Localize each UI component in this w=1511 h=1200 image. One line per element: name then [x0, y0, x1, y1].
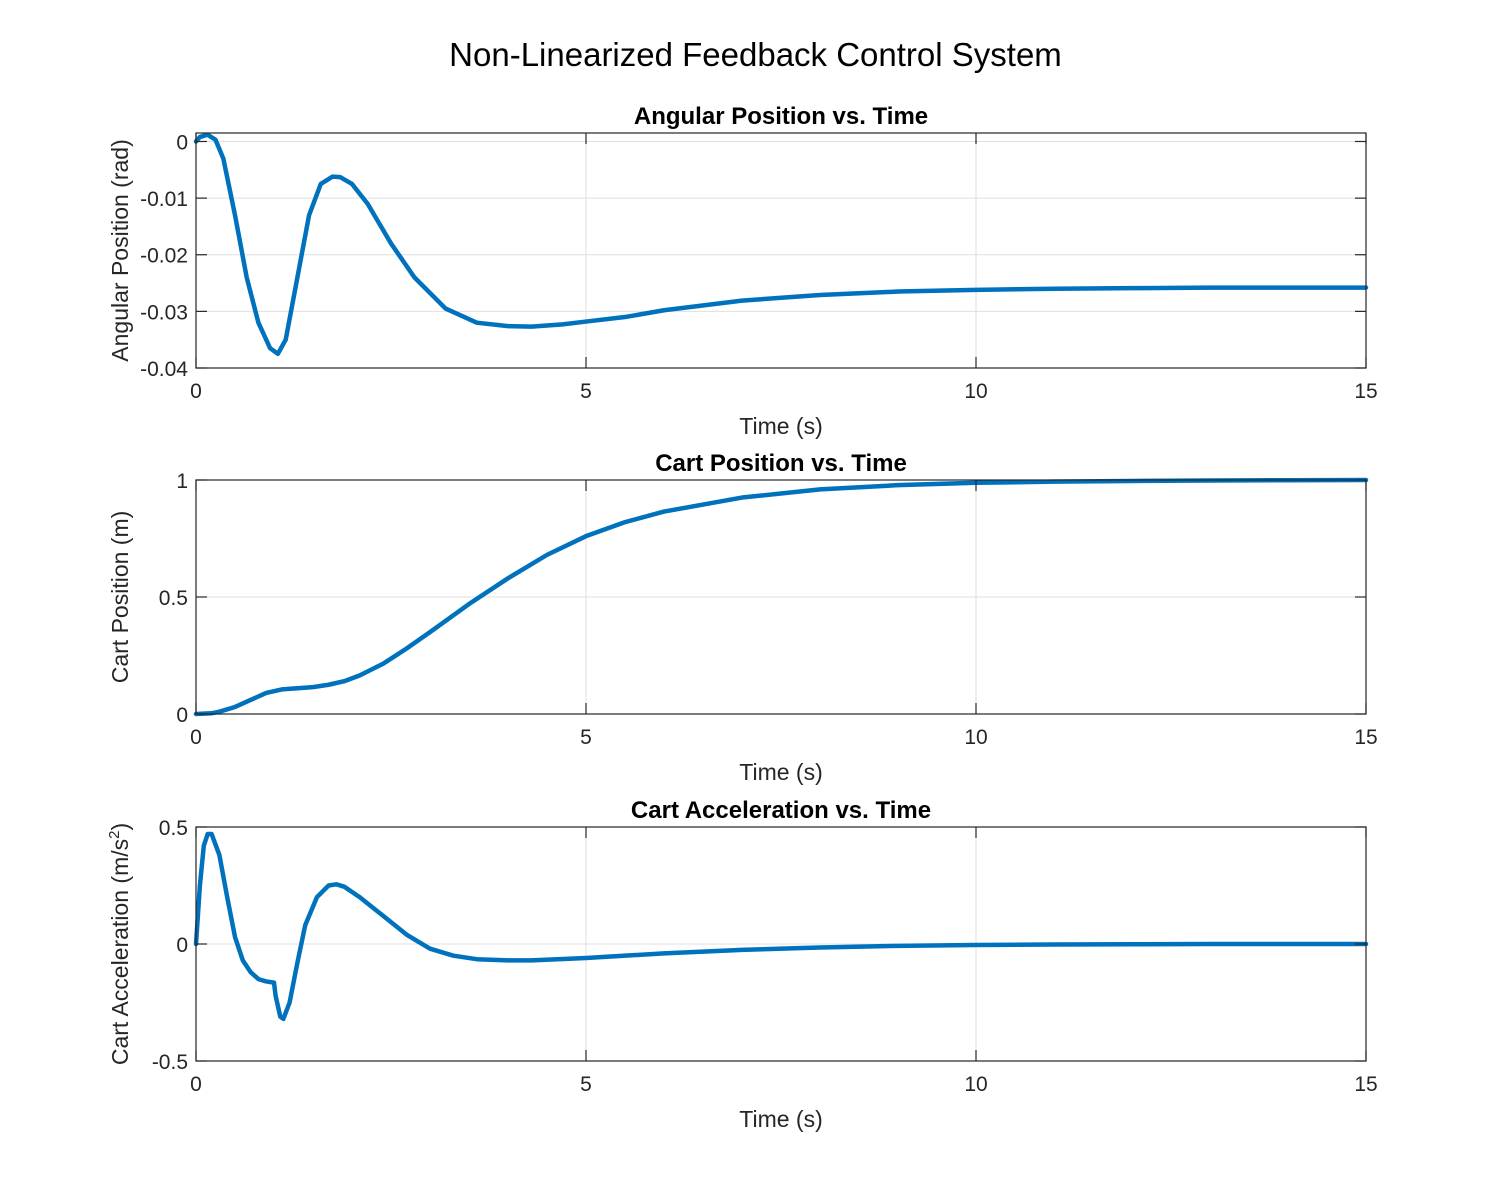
x-axis-label: Time (s): [739, 759, 822, 785]
x-tick-label: 0: [190, 1073, 202, 1096]
y-tick-label: 0.5: [159, 817, 188, 840]
y-axis-label: Cart Position (m): [107, 511, 133, 684]
x-axis-label: Time (s): [739, 413, 822, 439]
y-tick-label: 0.5: [159, 587, 188, 610]
axes-box: [195, 132, 1367, 369]
y-tick-label: 0: [176, 131, 188, 154]
series-line-1: [193, 132, 1369, 357]
axes-title: Cart Acceleration vs. Time: [631, 797, 931, 824]
y-tick-label: 0: [176, 704, 188, 727]
x-axis-label: Time (s): [739, 1106, 822, 1132]
x-tick-label: 15: [1354, 1073, 1377, 1096]
x-tick-label: 0: [190, 726, 202, 749]
y-axis-label-text: Angular Position (rad): [107, 139, 133, 361]
axes-title: Cart Position vs. Time: [655, 450, 907, 477]
y-tick-label: -0.03: [140, 301, 188, 324]
x-tick-label: 5: [580, 380, 592, 403]
y-tick-label: -0.5: [152, 1051, 188, 1074]
y-tick-label: -0.01: [140, 188, 188, 211]
series-line-1: [193, 477, 1369, 717]
y-tick-label: -0.04: [140, 358, 188, 381]
plot-area: [196, 133, 1366, 368]
x-tick-label: 5: [580, 1073, 592, 1096]
x-tick-label: 15: [1354, 726, 1377, 749]
y-tick-label: 1: [176, 470, 188, 493]
x-tick-label: 15: [1354, 380, 1377, 403]
y-axis-label-text: Cart Position (m): [107, 511, 133, 684]
y-axis-label-text: Cart Acceleration (m/s: [107, 839, 133, 1065]
y-tick-label: 0: [176, 934, 188, 957]
x-tick-label: 10: [964, 380, 987, 403]
chart-2: 0 5 10 15 0 0.5 1 Cart Position vs. Time Time (s…: [107, 450, 1378, 785]
y-tick-label: -0.02: [140, 245, 188, 268]
x-tick-label: 10: [964, 1073, 987, 1096]
x-tick-label: 5: [580, 726, 592, 749]
x-tick-label: 10: [964, 726, 987, 749]
chart-1: 0 5 10 15 0 -0.01 -0.02 -0.03 -0.04 Angular Posit…: [107, 103, 1378, 439]
x-tick-label: 0: [190, 380, 202, 403]
y-axis-label: Angular Position (rad): [107, 139, 133, 361]
y-axis-label-superscript: 2: [106, 831, 123, 839]
figure-title: Non-Linearized Feedback Control System: [449, 36, 1062, 73]
y-axis-label: Cart Acceleration (m/s2): [106, 823, 133, 1065]
y-axis-label-close: ): [107, 823, 133, 831]
series-line-1: [193, 831, 1369, 1022]
axes-title: Angular Position vs. Time: [634, 103, 928, 130]
